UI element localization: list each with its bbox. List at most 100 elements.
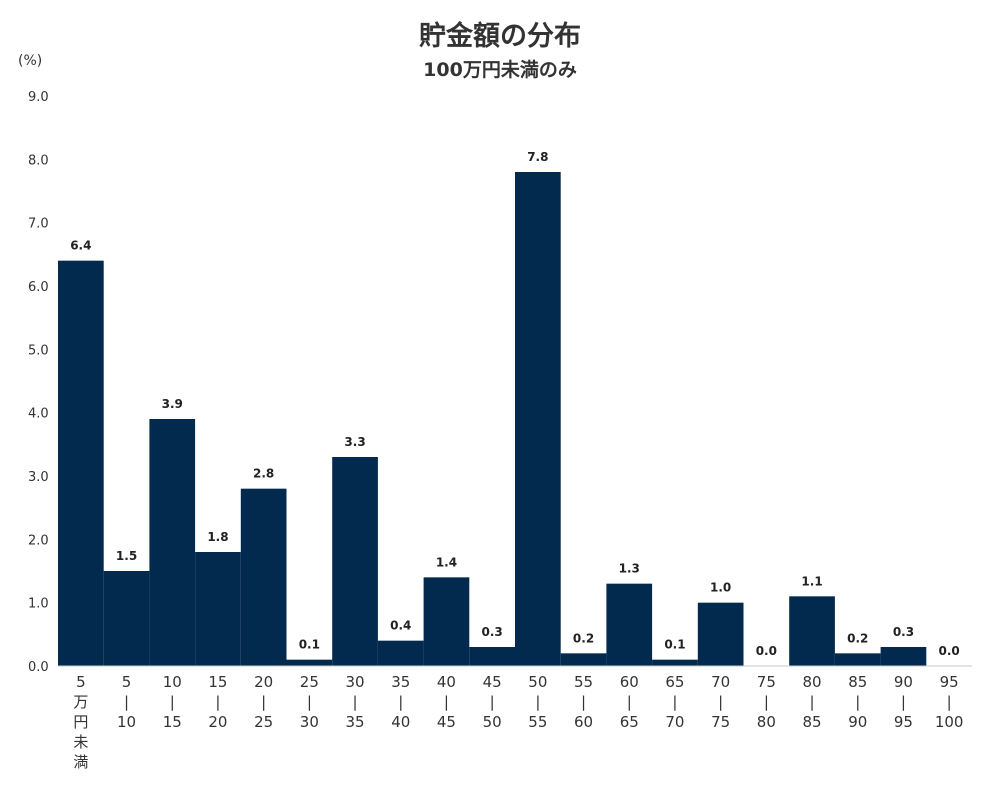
x-tick-label-line: |	[307, 693, 312, 711]
x-tick-label-line: 満	[73, 753, 88, 771]
x-tick-label: 95 | 100	[935, 673, 964, 731]
data-label: 1.4	[436, 555, 457, 569]
data-label: 0.3	[482, 625, 503, 639]
x-tick-label-line: 70	[711, 673, 730, 691]
x-tick-label: 45 | 50	[483, 673, 502, 731]
x-tick-label-line: |	[627, 693, 632, 711]
x-tick-label: 40 | 45	[437, 673, 456, 731]
x-tick-label-line: |	[718, 693, 723, 711]
x-tick-label: 75 | 80	[757, 673, 776, 731]
x-tick-label-line: |	[398, 693, 403, 711]
x-tick-label-line: 15	[208, 673, 227, 691]
x-tick-label: 25 | 30	[300, 673, 319, 731]
data-label: 0.0	[939, 644, 960, 658]
x-tick-label: 70 | 75	[711, 673, 730, 731]
x-tick-label-line: 90	[894, 673, 913, 691]
data-label: 0.1	[664, 638, 685, 652]
data-label: 2.8	[253, 467, 274, 481]
x-tick-label-line: |	[581, 693, 586, 711]
data-label: 0.0	[756, 644, 777, 658]
data-label: 1.0	[710, 581, 731, 595]
x-tick-label-line: 15	[163, 713, 182, 731]
y-axis-ticks: 0.0 1.0 2.0 3.0 4.0 5.0 6.0 7.0 8.0 9.0	[28, 90, 49, 675]
x-tick-label-line: 65	[620, 713, 639, 731]
x-tick-label-line: 50	[483, 713, 502, 731]
chart-subtitle: 100万円未満のみ	[423, 59, 577, 81]
x-tick-label-line: |	[215, 693, 220, 711]
bar	[332, 457, 378, 666]
x-tick-label-line: |	[535, 693, 540, 711]
x-tick-label: 35 | 40	[391, 673, 410, 731]
x-tick-label-line: 80	[803, 673, 822, 691]
bar	[789, 596, 835, 666]
bar	[652, 659, 698, 666]
x-tick-label: 50 | 55	[528, 673, 547, 731]
x-tick-label-line: |	[947, 693, 952, 711]
bar	[423, 577, 470, 666]
bar	[515, 172, 561, 666]
x-tick-label-line: |	[124, 693, 129, 711]
x-tick-label-line: |	[855, 693, 860, 711]
x-tick-label-line: 5	[122, 673, 132, 691]
chart-title: 貯金額の分布	[419, 21, 581, 52]
y-tick-label: 4.0	[28, 407, 49, 422]
x-tick-label-line: 30	[346, 673, 365, 691]
y-tick-label: 1.0	[28, 597, 49, 612]
y-tick-label: 9.0	[28, 90, 49, 105]
data-label: 7.8	[527, 150, 548, 164]
x-tick-label: 20 | 25	[254, 673, 273, 731]
y-tick-label: 8.0	[28, 153, 49, 168]
data-label: 6.4	[70, 239, 91, 253]
bar	[469, 647, 515, 666]
data-label: 0.3	[893, 625, 914, 639]
data-label: 0.2	[847, 631, 868, 645]
bar	[834, 653, 881, 666]
x-tick-label-line: 100	[935, 713, 964, 731]
x-tick-label-line: 70	[665, 713, 684, 731]
x-tick-label-line: 90	[848, 713, 867, 731]
bar	[606, 583, 653, 666]
data-label: 3.3	[344, 435, 365, 449]
x-tick-label-line: |	[353, 693, 358, 711]
x-tick-label-line: |	[764, 693, 769, 711]
x-tick-label-line: 10	[117, 713, 136, 731]
x-tick-label-line: 60	[620, 673, 639, 691]
y-tick-label: 6.0	[28, 280, 49, 295]
bars	[58, 172, 927, 666]
x-tick-label-line: 40	[437, 673, 456, 691]
x-tick-label: 85 | 90	[848, 673, 867, 731]
x-tick-label-line: 万	[73, 693, 88, 711]
bar	[195, 552, 241, 666]
x-tick-label-line: 10	[163, 673, 182, 691]
x-tick-label-line: 95	[940, 673, 959, 691]
data-label: 1.1	[801, 574, 822, 588]
y-tick-label: 0.0	[28, 660, 49, 675]
bar	[560, 653, 607, 666]
x-tick-label-line: 95	[894, 713, 913, 731]
data-label: 0.2	[573, 631, 594, 645]
x-tick-label: 10 | 15	[163, 673, 182, 731]
x-tick-label-line: 円	[73, 713, 88, 731]
data-label: 1.3	[619, 562, 640, 576]
x-tick-label-line: |	[444, 693, 449, 711]
x-tick-label-line: |	[261, 693, 266, 711]
bar	[286, 659, 333, 666]
x-tick-label-line: 30	[300, 713, 319, 731]
x-tick-label-line: 未	[73, 733, 88, 751]
x-tick-label: 60 | 65	[620, 673, 639, 731]
x-tick-label-line: 85	[803, 713, 822, 731]
x-tick-label-line: 50	[528, 673, 547, 691]
x-tick-label-line: 20	[254, 673, 273, 691]
bar	[697, 602, 744, 666]
x-tick-label-line: 5	[76, 673, 86, 691]
y-tick-label: 7.0	[28, 217, 49, 232]
x-tick-label-line: 75	[711, 713, 730, 731]
x-tick-label: 55 | 60	[574, 673, 593, 731]
x-tick-label: 30 | 35	[346, 673, 365, 731]
x-tick-label-line: 85	[848, 673, 867, 691]
y-tick-label: 5.0	[28, 343, 49, 358]
data-label: 0.4	[390, 619, 411, 633]
x-tick-label: 5 | 10	[117, 673, 136, 731]
data-label: 0.1	[299, 638, 320, 652]
